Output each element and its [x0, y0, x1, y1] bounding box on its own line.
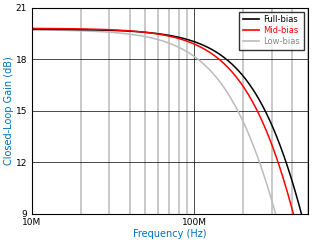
- Low-bias: [136, 34, 139, 37]
- Low-bias: [30, 28, 34, 31]
- X-axis label: Frequency (Hz): Frequency (Hz): [133, 229, 207, 239]
- Mid-bias: [271, 146, 275, 148]
- Y-axis label: Closed-Loop Gain (dB): Closed-Loop Gain (dB): [4, 56, 14, 165]
- Full-bias: [61, 28, 65, 31]
- Line: Low-bias: Low-bias: [32, 30, 308, 243]
- Mid-bias: [148, 31, 152, 34]
- Low-bias: [61, 29, 65, 32]
- Low-bias: [271, 202, 275, 205]
- Full-bias: [78, 28, 82, 31]
- Legend: Full-bias, Mid-bias, Low-bias: Full-bias, Mid-bias, Low-bias: [239, 12, 304, 50]
- Full-bias: [306, 237, 310, 240]
- Low-bias: [148, 36, 152, 39]
- Line: Mid-bias: Mid-bias: [32, 28, 308, 243]
- Mid-bias: [30, 27, 34, 30]
- Mid-bias: [61, 27, 65, 30]
- Mid-bias: [78, 27, 82, 30]
- Full-bias: [136, 30, 139, 33]
- Mid-bias: [136, 30, 139, 33]
- Full-bias: [148, 31, 152, 34]
- Low-bias: [78, 29, 82, 32]
- Line: Full-bias: Full-bias: [32, 29, 308, 239]
- Full-bias: [300, 216, 304, 219]
- Full-bias: [271, 126, 275, 129]
- Full-bias: [30, 28, 34, 31]
